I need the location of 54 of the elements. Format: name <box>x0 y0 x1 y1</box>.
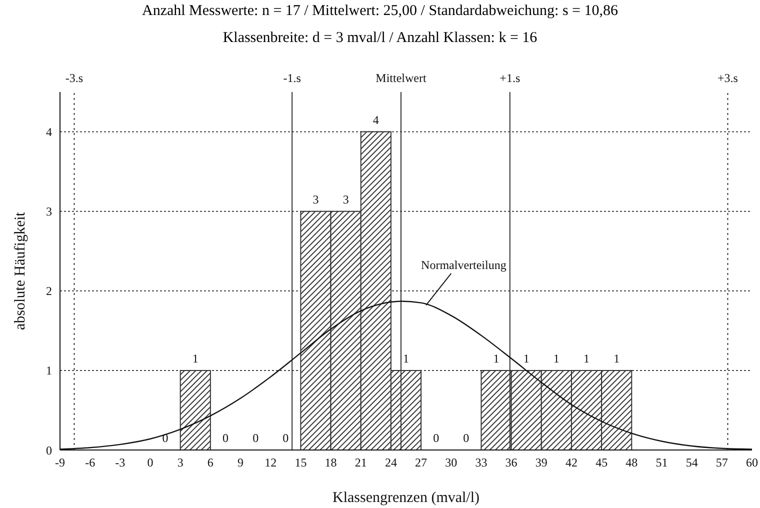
data-label: 3 <box>342 192 349 206</box>
x-tick-label: 21 <box>354 456 367 470</box>
y-axis-title: absolute Häufigkeit <box>12 211 28 330</box>
x-tick-label: -3 <box>115 456 126 470</box>
x-tick-label: 60 <box>746 456 758 470</box>
x-tick-label: 12 <box>264 456 277 470</box>
x-tick-label: 0 <box>147 456 154 470</box>
ref-line-label: +1.s <box>500 71 520 85</box>
ref-line-label: -3.s <box>65 71 84 85</box>
text: Normalverteilung <box>421 258 506 272</box>
x-tick-label: 39 <box>535 456 548 470</box>
data-label: 1 <box>403 351 409 366</box>
x-tick-label: 57 <box>716 456 728 470</box>
x-tick-label: 18 <box>324 456 337 470</box>
data-label: 1 <box>523 351 530 366</box>
y-tick-label: 1 <box>46 364 52 378</box>
chart-title: Anzahl Messwerte: n = 17 / Mittelwert: 25,00 / Standardabweichung: s = 10,86 <box>140 3 619 20</box>
x-tick-label: 24 <box>384 456 397 470</box>
data-label: 3 <box>312 192 319 206</box>
x-tick-label: 9 <box>238 456 244 470</box>
chart-subtitle: Klassenbreite: d = 3 mval/l / Anzahl Klassen: k = 16 <box>222 30 538 47</box>
data-label: 0 <box>433 431 440 445</box>
x-tick-label: 30 <box>445 456 458 470</box>
x-tick-label: 6 <box>207 456 214 470</box>
x-tick-label: -6 <box>85 456 96 470</box>
x-tick-label: 51 <box>656 456 668 470</box>
ref-line-label: -1.s <box>283 71 302 85</box>
x-tick-label: 3 <box>177 456 184 470</box>
y-tick-label: 0 <box>46 443 52 458</box>
data-label: 1 <box>192 351 198 366</box>
x-tick-label: -9 <box>55 456 65 470</box>
data-label: 0 <box>463 431 470 445</box>
y-tick-label: 2 <box>46 284 52 298</box>
x-tick-label: 42 <box>565 456 578 470</box>
data-label: 0 <box>252 431 259 445</box>
data-label: 1 <box>584 351 590 366</box>
x-tick-label: 27 <box>415 456 428 470</box>
data-label: 1 <box>553 351 560 366</box>
y-tick-label: 3 <box>46 204 52 219</box>
data-label: 1 <box>493 351 500 366</box>
x-tick-label: 15 <box>294 456 307 470</box>
ref-line-label: Mittelwert <box>376 71 427 85</box>
x-axis-title: Klassengrenzen (mval/l) <box>332 490 480 506</box>
data-label: 4 <box>372 112 379 127</box>
x-tick-label: 45 <box>596 456 608 470</box>
x-tick-label: 33 <box>475 456 488 470</box>
x-tick-label: 54 <box>686 456 698 470</box>
data-label: 0 <box>282 431 289 445</box>
y-tick-label: 4 <box>46 125 52 140</box>
x-tick-label: 48 <box>626 456 638 470</box>
ref-line-label: +3.s <box>718 71 738 85</box>
x-tick-label: 36 <box>505 456 518 470</box>
data-label: 1 <box>614 351 620 366</box>
data-label: 0 <box>222 431 228 445</box>
